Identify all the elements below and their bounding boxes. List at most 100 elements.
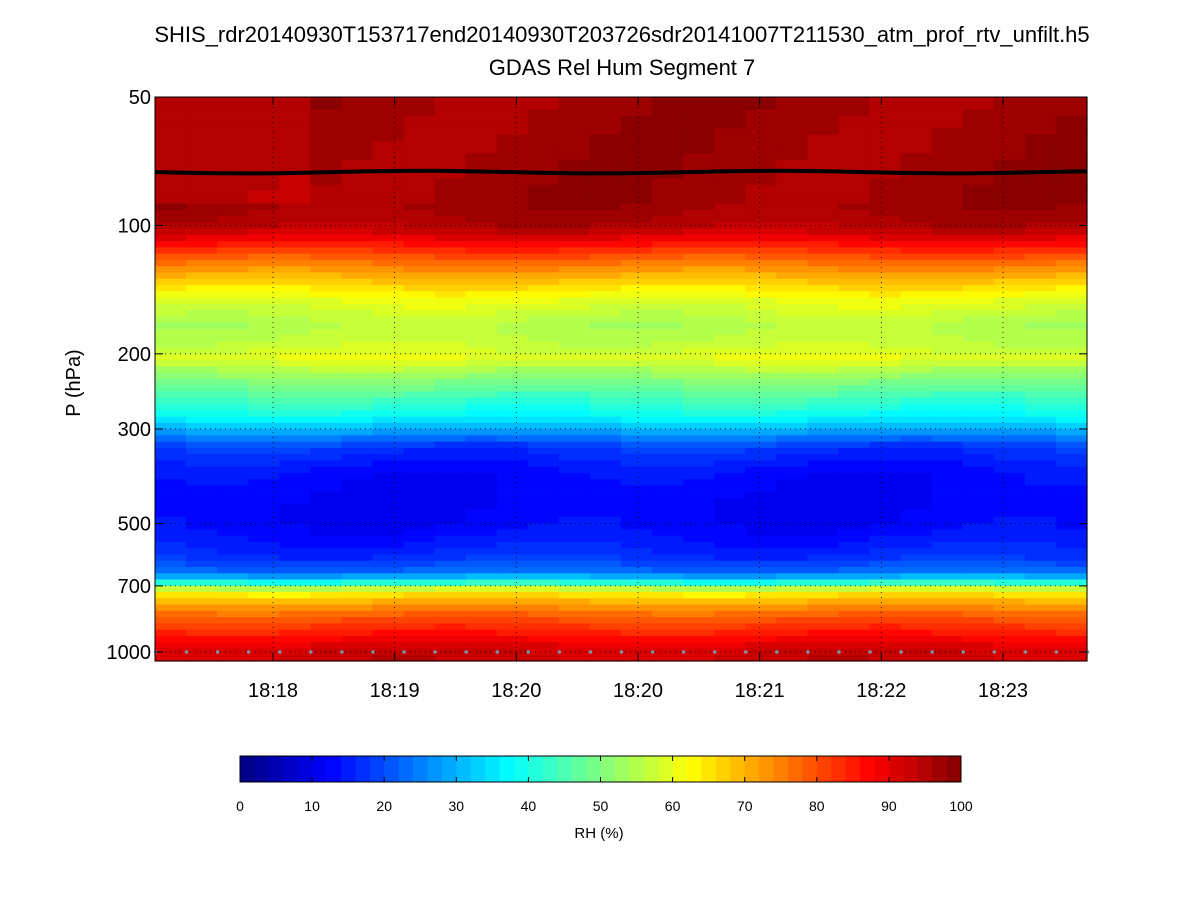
heatmap-cell [621, 341, 653, 349]
heatmap-cell [496, 510, 529, 518]
heatmap-cell [434, 134, 467, 142]
heatmap-cell [186, 128, 218, 136]
heatmap-cell [900, 316, 933, 324]
heatmap-cell [496, 278, 529, 286]
heatmap-cell [807, 353, 840, 361]
heatmap-cell [838, 466, 871, 474]
heatmap-cell [714, 140, 746, 148]
heatmap-cell [714, 216, 746, 223]
heatmap-cell [993, 379, 1026, 386]
heatmap-cell [372, 266, 405, 274]
heatmap-cell [900, 97, 933, 104]
heatmap-cell [621, 191, 653, 198]
heatmap-cell [155, 604, 187, 612]
heatmap-cell [279, 247, 311, 255]
heatmap-cell [931, 404, 964, 411]
heatmap-cell [745, 203, 777, 211]
heatmap-cell [217, 554, 249, 562]
heatmap-cell [403, 629, 436, 637]
heatmap-cell [465, 247, 498, 255]
heatmap-cell [621, 134, 653, 142]
heatmap-cell [683, 109, 715, 117]
heatmap-cell [558, 498, 591, 505]
overlay-lines [153, 168, 1090, 654]
heatmap-cell [372, 122, 405, 129]
heatmap-cell [993, 548, 1026, 556]
heatmap-cell [931, 209, 964, 217]
heatmap-cell [652, 516, 684, 524]
heatmap-cell [652, 385, 684, 393]
heatmap-cell [745, 191, 777, 198]
heatmap-cell [621, 510, 653, 518]
heatmap-cell [186, 228, 218, 236]
heatmap-cell [714, 366, 746, 374]
heatmap-cell [931, 191, 964, 198]
heatmap-cell [745, 598, 777, 606]
heatmap-cell [683, 441, 715, 449]
heatmap-cell [186, 347, 218, 355]
heatmap-cell [341, 191, 374, 198]
heatmap-cell [155, 291, 187, 299]
heatmap-cell [962, 422, 995, 430]
heatmap-cell [155, 328, 187, 336]
heatmap-cell [962, 272, 995, 280]
heatmap-cell [993, 460, 1026, 468]
colorbar-swatch [254, 756, 270, 782]
heatmap-cell [310, 222, 342, 230]
heatmap-cell [434, 328, 467, 336]
surface-marker [464, 650, 468, 654]
heatmap-cell [621, 560, 653, 568]
heatmap-cell [217, 516, 249, 524]
heatmap-cell [279, 510, 311, 518]
heatmap-cell [683, 460, 715, 468]
heatmap-cell [558, 548, 591, 556]
heatmap-cell [683, 617, 715, 624]
heatmap-cell [496, 610, 529, 618]
heatmap-cell [869, 228, 902, 236]
heatmap-cell [372, 573, 405, 581]
heatmap-cell [683, 592, 715, 599]
colorbar-swatch [499, 756, 515, 782]
heatmap-cell [621, 128, 653, 136]
heatmap-cell [155, 567, 187, 574]
heatmap-cell [1024, 278, 1057, 286]
heatmap-cell [621, 541, 653, 549]
heatmap-cell [589, 391, 622, 399]
heatmap-cell [621, 635, 653, 643]
heatmap-cell [652, 479, 684, 487]
heatmap-cell [838, 479, 871, 487]
heatmap-cell [465, 203, 498, 211]
heatmap-cell [1024, 103, 1057, 111]
heatmap-cell [993, 585, 1026, 593]
heatmap-cell [1055, 429, 1088, 436]
heatmap-cell [403, 479, 436, 487]
heatmap-cell [931, 604, 964, 612]
heatmap-cell [310, 447, 342, 455]
heatmap-cell [1024, 316, 1057, 324]
heatmap-cell [341, 316, 374, 324]
heatmap-cell [931, 548, 964, 556]
heatmap-cell [589, 303, 622, 311]
heatmap-cell [962, 259, 995, 267]
heatmap-cell [962, 473, 995, 480]
x-tick-label: 18:23 [978, 680, 1028, 702]
heatmap-cell [714, 341, 746, 349]
heatmap-cell [341, 592, 374, 599]
heatmap-cell [155, 253, 187, 261]
heatmap-cell [714, 128, 746, 136]
heatmap-cell [683, 172, 715, 180]
heatmap-cell [558, 328, 591, 336]
heatmap-cell [186, 404, 218, 411]
heatmap-cell [310, 322, 342, 330]
heatmap-cell [217, 165, 249, 173]
heatmap-cell [341, 178, 374, 186]
heatmap-cell [962, 560, 995, 568]
heatmap-cell [372, 441, 405, 449]
heatmap-cell [341, 648, 374, 656]
heatmap-cell [962, 404, 995, 411]
heatmap-cell [496, 97, 529, 104]
heatmap-cell [714, 610, 746, 618]
heatmap-cell [527, 165, 560, 173]
heatmap-cell [869, 197, 902, 205]
heatmap-cell [900, 554, 933, 562]
